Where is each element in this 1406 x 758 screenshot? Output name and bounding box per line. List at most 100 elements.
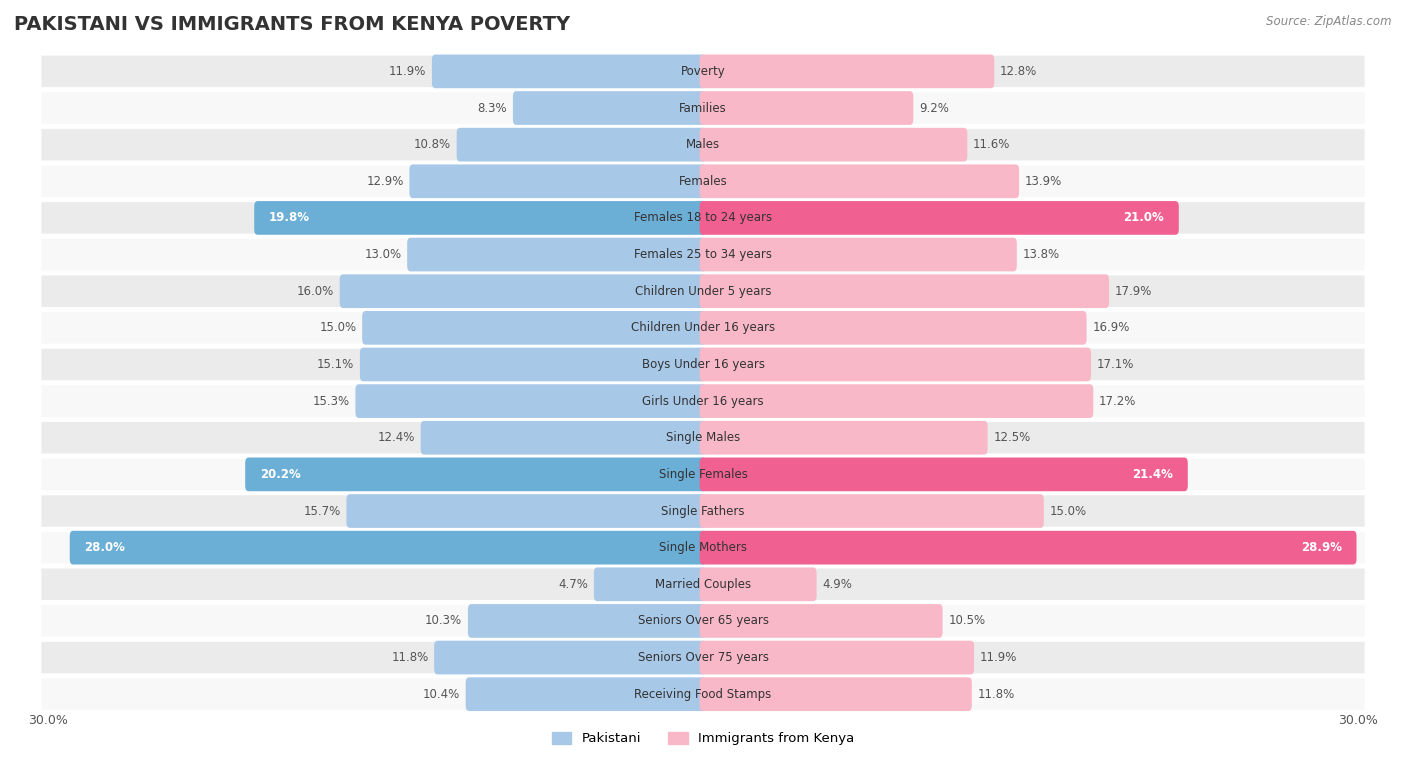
FancyBboxPatch shape: [346, 494, 706, 528]
FancyBboxPatch shape: [41, 312, 1365, 343]
Text: Families: Families: [679, 102, 727, 114]
Text: 15.0%: 15.0%: [1049, 505, 1087, 518]
FancyBboxPatch shape: [41, 165, 1365, 197]
FancyBboxPatch shape: [245, 458, 706, 491]
FancyBboxPatch shape: [340, 274, 706, 308]
FancyBboxPatch shape: [41, 422, 1365, 453]
FancyBboxPatch shape: [700, 531, 1357, 565]
Text: Boys Under 16 years: Boys Under 16 years: [641, 358, 765, 371]
FancyBboxPatch shape: [700, 348, 1091, 381]
FancyBboxPatch shape: [593, 568, 706, 601]
Text: 11.6%: 11.6%: [973, 138, 1011, 151]
FancyBboxPatch shape: [420, 421, 706, 455]
Text: 17.1%: 17.1%: [1097, 358, 1135, 371]
Text: 19.8%: 19.8%: [269, 211, 309, 224]
FancyBboxPatch shape: [41, 129, 1365, 161]
Text: 17.2%: 17.2%: [1099, 395, 1136, 408]
FancyBboxPatch shape: [41, 202, 1365, 233]
FancyBboxPatch shape: [513, 91, 706, 125]
Text: 11.9%: 11.9%: [389, 65, 426, 78]
FancyBboxPatch shape: [700, 604, 942, 637]
Text: 20.2%: 20.2%: [260, 468, 301, 481]
FancyBboxPatch shape: [41, 55, 1365, 87]
Text: 12.8%: 12.8%: [1000, 65, 1038, 78]
FancyBboxPatch shape: [41, 92, 1365, 124]
Text: 10.5%: 10.5%: [948, 615, 986, 628]
FancyBboxPatch shape: [700, 421, 987, 455]
Text: Receiving Food Stamps: Receiving Food Stamps: [634, 688, 772, 700]
FancyBboxPatch shape: [700, 458, 1188, 491]
Text: Females 18 to 24 years: Females 18 to 24 years: [634, 211, 772, 224]
Text: 13.8%: 13.8%: [1022, 248, 1060, 261]
FancyBboxPatch shape: [465, 678, 706, 711]
Text: 28.0%: 28.0%: [84, 541, 125, 554]
FancyBboxPatch shape: [700, 164, 1019, 198]
Text: 9.2%: 9.2%: [920, 102, 949, 114]
Text: Girls Under 16 years: Girls Under 16 years: [643, 395, 763, 408]
FancyBboxPatch shape: [41, 239, 1365, 271]
FancyBboxPatch shape: [41, 605, 1365, 637]
Text: 8.3%: 8.3%: [478, 102, 508, 114]
FancyBboxPatch shape: [700, 201, 1178, 235]
FancyBboxPatch shape: [408, 238, 706, 271]
Text: Single Males: Single Males: [666, 431, 740, 444]
Text: 12.9%: 12.9%: [367, 175, 404, 188]
FancyBboxPatch shape: [700, 128, 967, 161]
FancyBboxPatch shape: [700, 568, 817, 601]
FancyBboxPatch shape: [41, 275, 1365, 307]
Text: 13.0%: 13.0%: [364, 248, 402, 261]
Text: 15.0%: 15.0%: [319, 321, 357, 334]
FancyBboxPatch shape: [457, 128, 706, 161]
Text: 12.4%: 12.4%: [378, 431, 415, 444]
FancyBboxPatch shape: [360, 348, 706, 381]
Text: Source: ZipAtlas.com: Source: ZipAtlas.com: [1267, 15, 1392, 28]
FancyBboxPatch shape: [356, 384, 706, 418]
Text: 11.9%: 11.9%: [980, 651, 1017, 664]
FancyBboxPatch shape: [432, 55, 706, 88]
Text: Females: Females: [679, 175, 727, 188]
Text: 12.5%: 12.5%: [993, 431, 1031, 444]
Legend: Pakistani, Immigrants from Kenya: Pakistani, Immigrants from Kenya: [546, 725, 860, 752]
FancyBboxPatch shape: [254, 201, 706, 235]
FancyBboxPatch shape: [41, 495, 1365, 527]
FancyBboxPatch shape: [700, 274, 1109, 308]
FancyBboxPatch shape: [700, 91, 914, 125]
Text: 15.3%: 15.3%: [312, 395, 350, 408]
FancyBboxPatch shape: [434, 641, 706, 675]
Text: 16.0%: 16.0%: [297, 285, 335, 298]
Text: Males: Males: [686, 138, 720, 151]
FancyBboxPatch shape: [41, 678, 1365, 710]
Text: 13.9%: 13.9%: [1025, 175, 1062, 188]
FancyBboxPatch shape: [70, 531, 706, 565]
FancyBboxPatch shape: [41, 642, 1365, 673]
Text: 11.8%: 11.8%: [391, 651, 429, 664]
Text: 21.0%: 21.0%: [1123, 211, 1164, 224]
Text: Single Females: Single Females: [658, 468, 748, 481]
Text: 30.0%: 30.0%: [1339, 714, 1378, 728]
Text: Children Under 16 years: Children Under 16 years: [631, 321, 775, 334]
Text: 17.9%: 17.9%: [1115, 285, 1152, 298]
FancyBboxPatch shape: [700, 494, 1043, 528]
Text: Single Mothers: Single Mothers: [659, 541, 747, 554]
Text: Poverty: Poverty: [681, 65, 725, 78]
FancyBboxPatch shape: [700, 238, 1017, 271]
Text: Seniors Over 65 years: Seniors Over 65 years: [637, 615, 769, 628]
Text: 10.4%: 10.4%: [423, 688, 460, 700]
Text: Children Under 5 years: Children Under 5 years: [634, 285, 772, 298]
FancyBboxPatch shape: [700, 678, 972, 711]
Text: Females 25 to 34 years: Females 25 to 34 years: [634, 248, 772, 261]
FancyBboxPatch shape: [700, 641, 974, 675]
FancyBboxPatch shape: [41, 349, 1365, 381]
FancyBboxPatch shape: [700, 55, 994, 88]
Text: 21.4%: 21.4%: [1132, 468, 1173, 481]
Text: Seniors Over 75 years: Seniors Over 75 years: [637, 651, 769, 664]
Text: 10.3%: 10.3%: [425, 615, 463, 628]
FancyBboxPatch shape: [409, 164, 706, 198]
Text: 15.7%: 15.7%: [304, 505, 340, 518]
Text: 30.0%: 30.0%: [28, 714, 67, 728]
Text: 16.9%: 16.9%: [1092, 321, 1129, 334]
FancyBboxPatch shape: [41, 385, 1365, 417]
Text: Single Fathers: Single Fathers: [661, 505, 745, 518]
FancyBboxPatch shape: [700, 384, 1094, 418]
FancyBboxPatch shape: [468, 604, 706, 637]
